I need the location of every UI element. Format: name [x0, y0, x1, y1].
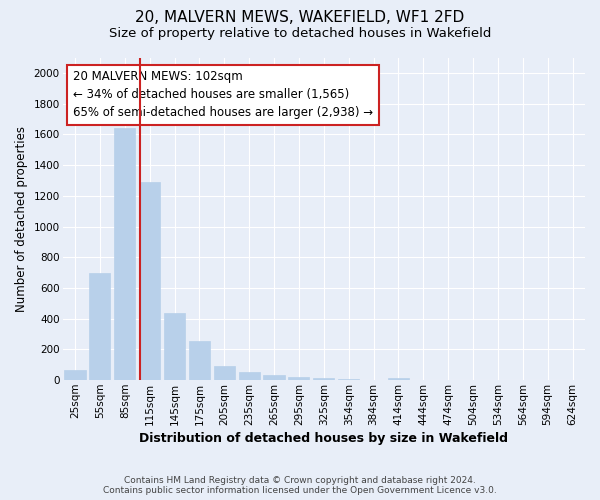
- Bar: [164, 312, 185, 380]
- Bar: [239, 372, 260, 380]
- Bar: [388, 378, 409, 380]
- Y-axis label: Number of detached properties: Number of detached properties: [15, 126, 28, 312]
- Bar: [313, 378, 334, 380]
- Text: 20 MALVERN MEWS: 102sqm
← 34% of detached houses are smaller (1,565)
65% of semi: 20 MALVERN MEWS: 102sqm ← 34% of detache…: [73, 70, 373, 120]
- Text: 20, MALVERN MEWS, WAKEFIELD, WF1 2FD: 20, MALVERN MEWS, WAKEFIELD, WF1 2FD: [136, 10, 464, 25]
- Bar: [114, 128, 136, 380]
- Bar: [338, 378, 359, 380]
- Bar: [289, 377, 310, 380]
- Bar: [139, 182, 160, 380]
- X-axis label: Distribution of detached houses by size in Wakefield: Distribution of detached houses by size …: [139, 432, 508, 445]
- Bar: [263, 375, 284, 380]
- Text: Contains HM Land Registry data © Crown copyright and database right 2024.
Contai: Contains HM Land Registry data © Crown c…: [103, 476, 497, 495]
- Bar: [189, 341, 210, 380]
- Bar: [214, 366, 235, 380]
- Bar: [64, 370, 86, 380]
- Bar: [89, 272, 110, 380]
- Text: Size of property relative to detached houses in Wakefield: Size of property relative to detached ho…: [109, 28, 491, 40]
